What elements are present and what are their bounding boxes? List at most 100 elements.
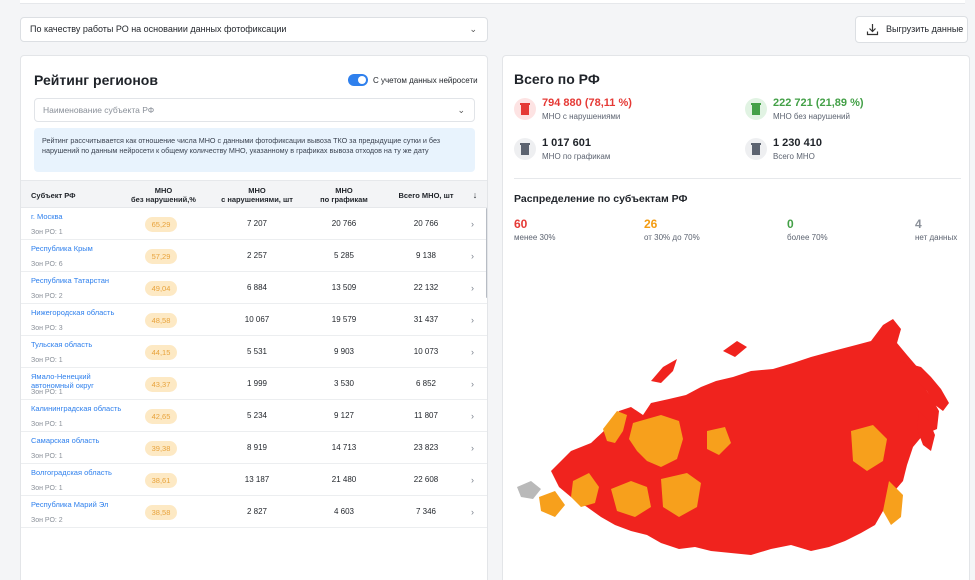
schedule-cell: 20 766 [331, 219, 357, 228]
map-region-red [723, 341, 747, 357]
ranking-table: Субъект РФ МНО без нарушений,% МНО с нар… [21, 180, 487, 528]
chevron-right-icon[interactable]: › [471, 283, 474, 293]
dist-low: 60 менее 30% [514, 217, 556, 242]
chevron-right-icon[interactable]: › [471, 443, 474, 453]
total-cell: 9 138 [415, 251, 437, 260]
table-row[interactable]: Самарская область Зон РО: 1 39,38 8 919 … [21, 432, 487, 464]
russia-map[interactable] [511, 311, 961, 580]
total-cell: 31 437 [413, 315, 439, 324]
chevron-right-icon[interactable]: › [471, 251, 474, 261]
pct-badge: 65,29 [145, 217, 177, 232]
report-type-select[interactable]: По качеству работы РО на основании данны… [20, 17, 488, 42]
chevron-right-icon[interactable]: › [471, 219, 474, 229]
divider [514, 178, 961, 179]
total-cell: 11 807 [414, 411, 438, 420]
violations-cell: 10 067 [244, 315, 270, 324]
region-name[interactable]: Нижегородская область [31, 308, 115, 317]
violations-cell: 1 999 [246, 379, 268, 388]
table-row[interactable]: Республика Крым Зон РО: 6 57,29 2 257 5 … [21, 240, 487, 272]
pct-badge: 42,65 [145, 409, 177, 424]
pct-badge: 38,61 [145, 473, 177, 488]
chevron-right-icon[interactable]: › [471, 315, 474, 325]
pct-badge: 38,58 [145, 505, 177, 520]
chevron-down-icon: ⌄ [469, 24, 477, 34]
table-row[interactable]: Республика Марий Эл Зон РО: 2 38,58 2 82… [21, 496, 487, 528]
bin-icon [514, 98, 536, 120]
table-row[interactable]: Калининградская область Зон РО: 1 42,65 … [21, 400, 487, 432]
total-cell: 22 608 [413, 475, 439, 484]
region-placeholder: Наименование субъекта РФ [43, 105, 155, 115]
table-row[interactable]: г. Москва Зон РО: 1 65,29 7 207 20 766 2… [21, 208, 487, 240]
region-name[interactable]: г. Москва [31, 212, 63, 221]
chevron-right-icon[interactable]: › [471, 347, 474, 357]
chevron-right-icon[interactable]: › [471, 507, 474, 517]
region-name[interactable]: Республика Татарстан [31, 276, 110, 285]
col-schedule[interactable]: МНО по графикам [320, 186, 368, 204]
table-row[interactable]: Ямало-Ненецкий автономный округ Зон РО: … [21, 368, 487, 400]
region-name[interactable]: Самарская область [31, 436, 100, 445]
pct-badge: 48,58 [145, 313, 177, 328]
dist-mid: 26 от 30% до 70% [644, 217, 700, 242]
no-violations-value: 222 721 (21,89 %) [773, 97, 864, 109]
bin-icon [745, 98, 767, 120]
region-zones: Зон РО: 1 [31, 421, 63, 428]
total-cell: 22 132 [413, 283, 439, 292]
region-name[interactable]: Тульская область [31, 340, 93, 349]
toggle-switch[interactable] [348, 74, 368, 86]
violations-cell: 6 884 [246, 283, 268, 292]
export-label: Выгрузить данные [886, 24, 964, 34]
table-row[interactable]: Нижегородская область Зон РО: 3 48,58 10… [21, 304, 487, 336]
map-region-orange [883, 481, 903, 525]
col-no-violations-pct[interactable]: МНО без нарушений,% [131, 186, 196, 204]
distribution-title: Распределение по субъектам РФ [514, 193, 688, 205]
region-name[interactable]: Республика Крым [31, 244, 93, 253]
col-violations[interactable]: МНО с нарушениями, шт [221, 186, 293, 204]
schedule-cell: 19 579 [331, 315, 357, 324]
chevron-right-icon[interactable]: › [471, 379, 474, 389]
region-name[interactable]: Ямало-Ненецкий автономный округ [31, 372, 94, 390]
col-subject[interactable]: Субъект РФ [31, 190, 76, 200]
export-button[interactable]: Выгрузить данные [855, 16, 968, 43]
violations-cell: 5 531 [246, 347, 268, 356]
pct-badge: 39,38 [145, 441, 177, 456]
chevron-right-icon[interactable]: › [471, 475, 474, 485]
table-row[interactable]: Республика Татарстан Зон РО: 2 49,04 6 8… [21, 272, 487, 304]
violations-cell: 2 257 [246, 251, 268, 260]
violations-cell: 2 827 [246, 507, 268, 516]
schedule-cell: 4 603 [333, 507, 355, 516]
ranking-title: Рейтинг регионов [34, 72, 158, 88]
schedule-value: 1 017 601 [542, 137, 591, 149]
table-row[interactable]: Волгоградская область Зон РО: 1 38,61 13… [21, 464, 487, 496]
region-name[interactable]: Калининградская область [31, 404, 122, 413]
violations-label: МНО с нарушениями [542, 112, 621, 121]
summary-panel: Всего по РФ 794 880 (78,11 %) МНО с нару… [502, 55, 970, 580]
map-region-orange [603, 411, 627, 443]
region-name[interactable]: Волгоградская область [31, 468, 112, 477]
region-zones: Зон РО: 1 [31, 389, 63, 396]
table-row[interactable]: Тульская область Зон РО: 1 44,15 5 531 9… [21, 336, 487, 368]
sort-arrow-icon[interactable]: ↓ [472, 189, 478, 200]
map-region-orange [539, 491, 565, 517]
dist-nodata: 4 нет данных [915, 217, 958, 242]
col-total[interactable]: Всего МНО, шт [398, 190, 454, 200]
schedule-cell: 9 903 [333, 347, 355, 356]
region-zones: Зон РО: 6 [31, 261, 63, 268]
toggle-label: С учетом данных нейросети [373, 76, 478, 85]
map-region-orange [707, 427, 731, 455]
violations-cell: 8 919 [246, 443, 268, 452]
bin-icon [745, 138, 767, 160]
total-cell: 10 073 [413, 347, 439, 356]
region-zones: Зон РО: 2 [31, 293, 63, 300]
map-region-orange [629, 415, 683, 467]
region-name[interactable]: Республика Марий Эл [31, 500, 109, 509]
download-icon [866, 24, 879, 36]
scrollbar[interactable] [486, 208, 487, 298]
map-region-red [917, 411, 935, 451]
chevron-right-icon[interactable]: › [471, 411, 474, 421]
pct-badge: 44,15 [145, 345, 177, 360]
region-select[interactable]: Наименование субъекта РФ ⌄ [34, 98, 475, 122]
region-zones: Зон РО: 3 [31, 325, 63, 332]
schedule-cell: 13 509 [331, 283, 357, 292]
table-header: Субъект РФ МНО без нарушений,% МНО с нар… [21, 180, 487, 208]
schedule-cell: 14 713 [331, 443, 357, 452]
